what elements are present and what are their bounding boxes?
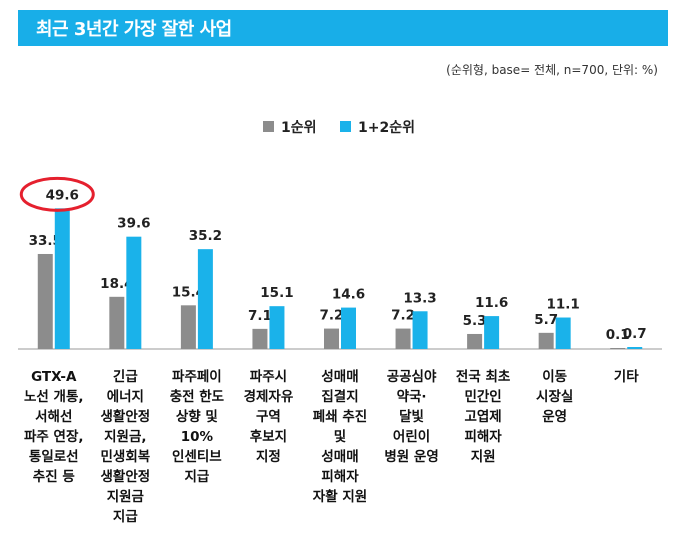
bar-s2-1 [54,208,70,349]
category-label-3-line-4: 10% [181,429,214,445]
category-label-8-line-3: 운영 [542,408,567,425]
legend-swatch-series2 [340,121,351,132]
category-label-4-line-1: 파주시 [250,369,287,385]
bar-s1-8 [538,332,554,349]
bar-s1-3 [180,305,196,349]
bar-s1-2 [109,296,125,349]
value-label-s1-6: 7.2 [391,308,415,324]
category-label-1-line-6: 추진 등 [33,468,75,485]
category-label-5-line-7: 자활 지원 [313,488,367,505]
category-label-2-line-3: 생활안정 [100,408,150,425]
bar-s2-4 [269,306,285,349]
category-label-7-line-2: 민간인 [464,388,501,405]
category-label-3-line-5: 인센티브 [172,448,222,465]
category-label-1-line-4: 파주 연장, [24,428,84,445]
category-label-6-line-1: 공공심야 [387,368,437,385]
bar-s2-3 [197,249,213,349]
value-label-s2-1: 49.6 [46,187,79,203]
bar-s2-6 [412,311,428,349]
value-label-s1-9: 0.1 [606,327,630,343]
value-label-s1-4: 7.1 [248,308,272,324]
value-label-s1-5: 7.2 [320,308,344,324]
category-label-5-line-2: 집결지 [321,388,358,405]
category-label-5-line-4: 및 [334,428,346,445]
category-label-7-line-5: 지원 [471,449,496,465]
category-label-2-line-5: 민생회복 [100,448,150,465]
category-label-5-line-5: 성매매 [321,449,358,465]
category-label-9-line-1: 기타 [614,369,639,385]
category-label-6-line-4: 어린이 [393,428,430,445]
value-label-s1-8: 5.7 [534,312,558,328]
bar-s2-7 [484,316,500,349]
category-label-4-line-5: 지정 [256,448,281,465]
value-label-s1-1: 33.5 [29,233,62,249]
category-label-3-line-3: 상향 및 [176,408,218,425]
category-label-3-line-2: 충전 한도 [170,388,225,405]
chart-title: 최근 3년간 가장 잘한 사업 [36,19,232,40]
category-label-4-line-4: 후보지 [250,429,287,445]
title-bar: 최근 3년간 가장 잘한 사업 [18,10,668,46]
category-label-6-line-5: 병원 운영 [384,448,438,465]
category-label-4-line-3: 구역 [256,408,281,425]
bar-s1-4 [252,328,268,349]
category-label-3-line-6: 지급 [184,469,209,485]
bar-s2-5 [341,307,356,349]
legend-label-series1: 1순위 [281,120,317,136]
bar-s1-6 [395,328,411,349]
value-label-s1-3: 15.4 [172,284,205,300]
category-label-2-line-8: 지급 [113,509,138,525]
value-label-s2-8: 11.1 [547,297,580,313]
bar-s1-9 [610,348,626,349]
value-label-s2-3: 35.2 [189,228,222,244]
category-label-4-line-2: 경제자유 [244,388,294,405]
bar-s2-9 [627,347,643,349]
highlight-circle [19,176,95,212]
bar-s1-7 [467,333,483,349]
value-label-s2-7: 11.6 [475,295,508,311]
category-label-8-line-1: 이동 [542,368,567,385]
category-label-2-line-6: 생활안정 [100,468,150,485]
legend-label-series2: 1+2순위 [358,120,415,136]
bar-s2-8 [555,317,571,349]
category-label-1-line-3: 서해선 [35,408,72,425]
bar-s2-2 [126,236,142,349]
category-label-2-line-4: 지원금, [104,429,146,445]
category-label-5-line-1: 성매매 [321,369,358,385]
bar-s1-5 [324,328,339,349]
category-label-2-line-7: 지원금 [107,489,145,505]
value-label-s2-5: 14.6 [332,287,365,303]
category-label-1-line-5: 통일로선 [29,449,79,465]
category-label-7-line-3: 고엽제 [464,409,501,425]
category-label-6-line-2: 약국· [397,388,427,405]
value-label-s1-2: 18.4 [100,276,133,292]
value-label-s1-7: 5.3 [463,313,487,329]
bar-s1-1 [37,253,53,349]
category-label-8-line-2: 시장실 [536,388,573,405]
category-label-1-line-2: 노선 개통, [24,389,84,405]
category-label-6-line-3: 달빛 [399,409,424,425]
category-label-7-line-4: 피해자 [464,428,502,445]
category-label-5-line-3: 폐쇄 추진 [313,408,367,425]
category-label-5-line-6: 피해자 [321,468,359,485]
category-label-2-line-1: 긴급 [113,368,138,385]
value-label-s2-9: 0.7 [623,326,647,342]
value-label-s2-4: 15.1 [260,285,293,301]
chart-note: (순위형, base= 전체, n=700, 단위: %) [446,63,658,77]
category-label-3-line-1: 파주페이 [172,368,222,385]
value-label-s2-6: 13.3 [403,290,436,306]
legend-swatch-series1 [263,121,274,132]
category-label-2-line-2: 에너지 [107,389,144,405]
value-label-s2-2: 39.6 [117,216,150,232]
legend: 1순위 1+2순위 [263,120,415,136]
category-label-7-line-1: 전국 최초 [456,368,511,385]
category-label-1-line-1: GTX-A [31,369,77,385]
